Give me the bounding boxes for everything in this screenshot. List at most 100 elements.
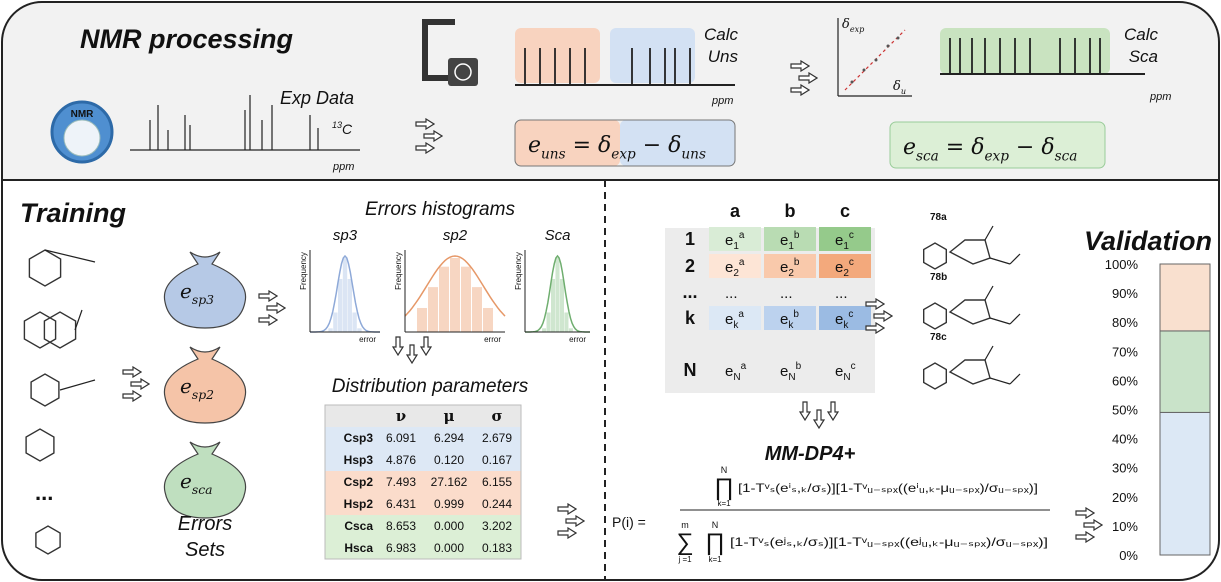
axis-label: Frequency xyxy=(299,252,308,290)
text-part: c xyxy=(851,361,856,372)
molecule-bond xyxy=(990,258,1010,264)
matrix-cell: ... xyxy=(780,285,793,302)
y-tick-label: 80% xyxy=(1112,315,1138,330)
arrow xyxy=(407,345,417,363)
text-part: N xyxy=(843,372,850,383)
matrix-row-label: k xyxy=(685,308,696,328)
table-cell: 8.653 xyxy=(386,519,416,533)
label: j =1 xyxy=(677,555,692,564)
text-part: N xyxy=(788,372,795,383)
candidate-label: 78b xyxy=(930,272,947,283)
text-part: e xyxy=(725,232,733,249)
y-tick-label: 100% xyxy=(1105,257,1139,272)
y-tick-label: 20% xyxy=(1112,490,1138,505)
text-part: uns xyxy=(541,147,566,163)
text-part: − xyxy=(1009,135,1041,160)
molecule-bond xyxy=(1010,254,1020,264)
table-cell: 6.431 xyxy=(386,497,416,511)
y-tick-label: 10% xyxy=(1112,519,1138,534)
label: k=1 xyxy=(708,555,722,564)
arrow xyxy=(393,337,403,355)
molecule-ring xyxy=(950,240,990,264)
spectrum-region xyxy=(610,28,695,83)
table-row-label: Csp3 xyxy=(344,431,374,445)
text-part: b xyxy=(794,257,800,268)
matrix-column-label: b xyxy=(785,201,796,221)
arrow xyxy=(259,315,277,325)
arrow xyxy=(123,367,141,377)
histogram-bar xyxy=(352,312,356,332)
text-part: N xyxy=(733,372,740,383)
matrix-cell: ... xyxy=(835,285,848,302)
label: error xyxy=(359,335,376,344)
label: Errors histograms xyxy=(365,199,515,220)
molecule-bond xyxy=(1010,374,1020,384)
axis-label: Frequency xyxy=(394,252,403,290)
panel-title: Validation xyxy=(1084,226,1212,256)
molecule-ring xyxy=(26,429,54,461)
text-part: e xyxy=(528,133,541,158)
arrow xyxy=(131,379,149,389)
error-bag xyxy=(164,347,245,423)
text-part: e xyxy=(180,469,192,493)
plot-point xyxy=(851,81,854,84)
label: Calc xyxy=(704,25,739,44)
table-cell: 0.167 xyxy=(482,453,512,467)
text-part: δ xyxy=(842,17,850,32)
label: Calc xyxy=(1124,25,1159,44)
text-part: exp xyxy=(611,147,636,163)
y-tick-label: 90% xyxy=(1112,286,1138,301)
text-part: 1 xyxy=(733,241,739,252)
histogram-bar xyxy=(450,258,460,332)
text-part: 2 xyxy=(843,268,849,279)
table-header-cell: μ xyxy=(444,407,455,425)
text-part: 2 xyxy=(733,268,739,279)
text-part: sca xyxy=(1055,149,1078,165)
spectrum-region xyxy=(515,28,600,83)
molecule-ring xyxy=(36,526,60,554)
text-part: b xyxy=(794,230,800,241)
arrow xyxy=(828,402,838,420)
label: ppm xyxy=(332,161,354,173)
text-part: a xyxy=(741,361,747,372)
text-part: e xyxy=(780,363,788,380)
label: ppm xyxy=(1149,91,1171,103)
table-cell: 27.162 xyxy=(431,475,468,489)
text-part: 1 xyxy=(843,241,849,252)
panel-title: Training xyxy=(20,198,127,228)
arrow xyxy=(558,528,576,538)
text-part: δ xyxy=(668,133,681,158)
histogram-bar xyxy=(560,279,564,332)
histogram-bar xyxy=(555,258,559,332)
molecule-bond xyxy=(985,346,993,360)
text-part: a xyxy=(739,257,745,268)
y-tick-label: 40% xyxy=(1112,432,1138,447)
label: Uns xyxy=(708,47,739,66)
arrow xyxy=(566,516,584,526)
panel-title: NMR processing xyxy=(80,24,294,54)
histogram-bar xyxy=(472,287,482,332)
table-cell: 0.000 xyxy=(434,519,464,533)
table-header-cell: ν xyxy=(396,407,406,425)
arrow xyxy=(1076,508,1094,518)
molecule-bond xyxy=(985,226,993,240)
text-part: ... xyxy=(725,285,738,302)
y-tick-label: 30% xyxy=(1112,461,1138,476)
histogram-bar xyxy=(483,308,493,332)
candidate-label: 78a xyxy=(930,212,947,223)
candidate-label: 78c xyxy=(930,332,947,343)
text-part: e xyxy=(725,311,733,328)
formula-lhs: P(i) = xyxy=(612,514,646,530)
text-part: ... xyxy=(835,285,848,302)
page: NMR processingNMRExp Data13CppmCalcUnspp… xyxy=(0,0,1221,582)
label: Sets xyxy=(185,539,225,561)
label: Sca xyxy=(545,227,571,244)
text-part: e xyxy=(725,259,733,276)
table-cell: 6.091 xyxy=(386,431,416,445)
table-cell: 7.493 xyxy=(386,475,416,489)
plot-point xyxy=(863,69,866,72)
histogram-bar xyxy=(348,279,352,332)
matrix-row-label: 2 xyxy=(685,256,695,276)
molecule-bond xyxy=(985,286,993,300)
molecule-ring xyxy=(924,243,947,269)
